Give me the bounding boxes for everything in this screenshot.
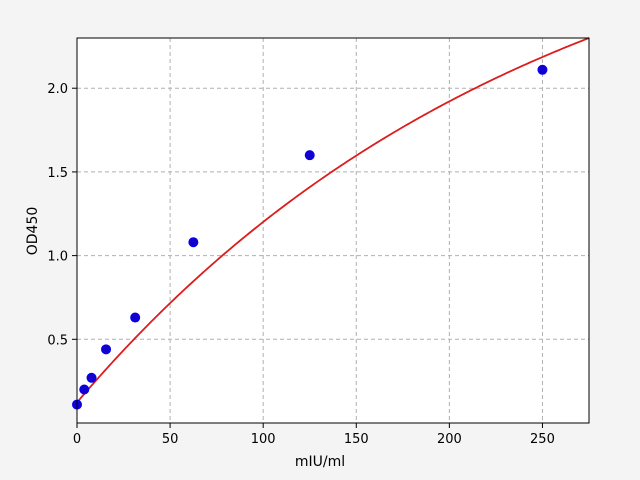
data-point <box>101 344 112 355</box>
data-point <box>79 384 90 395</box>
x-tick-label: 0 <box>73 432 81 447</box>
x-tick-label: 100 <box>251 432 276 447</box>
plot-area <box>77 38 589 423</box>
x-tick-label: 250 <box>530 432 555 447</box>
data-point <box>537 64 548 75</box>
data-point <box>304 150 315 161</box>
x-axis-ticks: 0 50 100 150 200 250 <box>73 423 555 447</box>
y-axis-title: OD450 <box>25 207 41 256</box>
data-points-group <box>72 64 548 410</box>
y-axis-ticks: 0.5 1.0 1.5 2.0 <box>47 82 77 348</box>
x-tick-label: 150 <box>344 432 369 447</box>
y-tick-label: 1.0 <box>47 250 68 265</box>
fit-curve-line <box>76 37 590 403</box>
y-tick-label: 1.5 <box>47 166 68 181</box>
y-tick-label: 0.5 <box>47 333 68 348</box>
data-point <box>86 372 97 383</box>
plot-frame <box>76 37 590 424</box>
fit-curve-group <box>76 37 590 403</box>
data-point <box>130 312 141 323</box>
x-tick-label: 50 <box>162 432 179 447</box>
x-axis-title: mIU/ml <box>295 454 345 470</box>
data-point <box>188 237 199 248</box>
x-tick-label: 200 <box>437 432 462 447</box>
y-tick-label: 2.0 <box>47 82 68 97</box>
